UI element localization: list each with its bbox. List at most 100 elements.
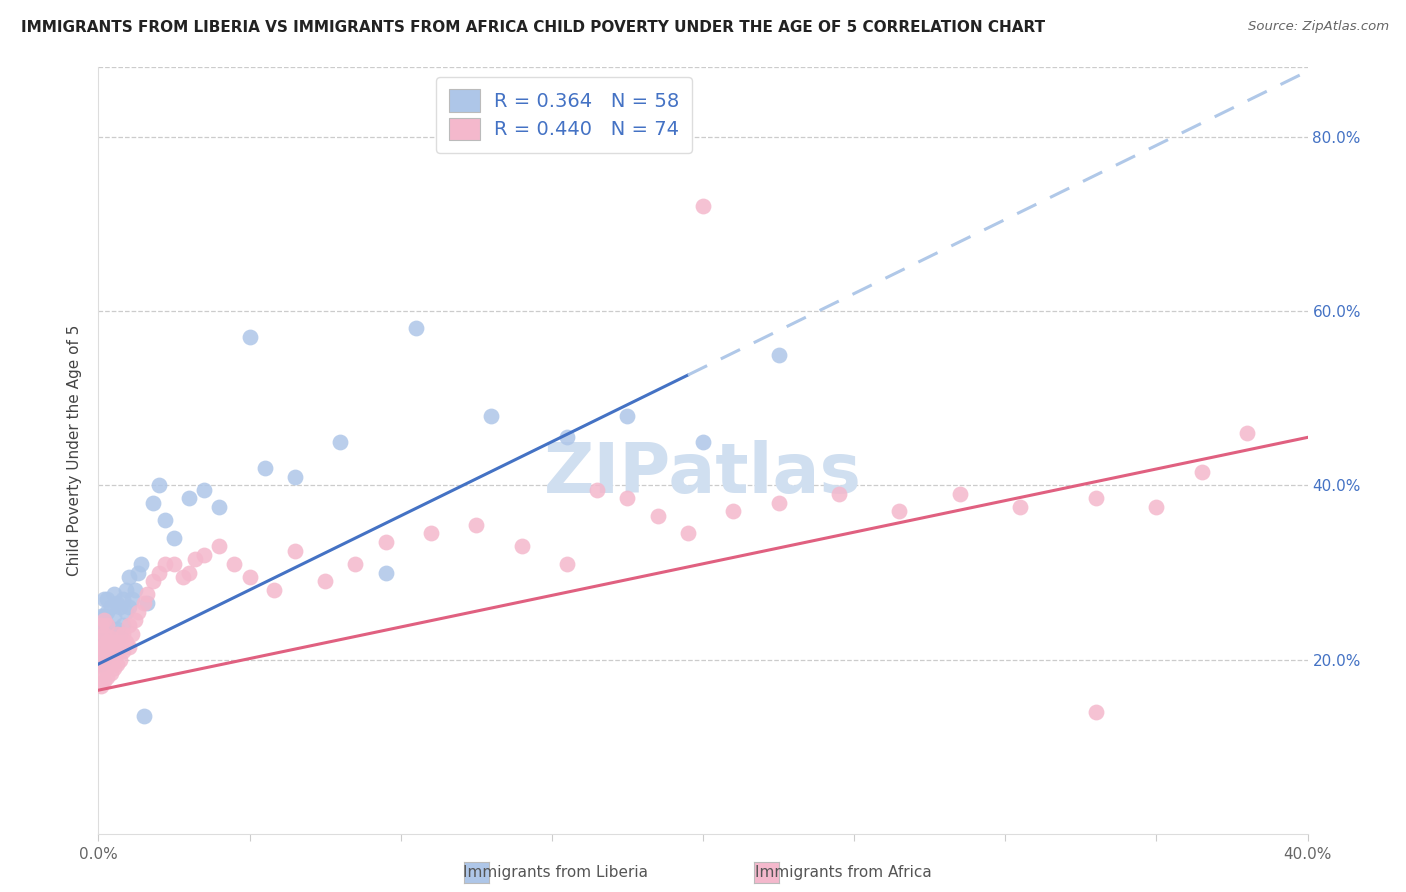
Point — [90, 657, 112, 671]
Point — [692, 199, 714, 213]
Point — [93, 622, 115, 636]
Point — [96, 657, 118, 671]
Point — [108, 653, 131, 667]
Point — [96, 670, 118, 684]
Point — [224, 557, 246, 571]
Point — [121, 591, 143, 606]
Point — [135, 596, 157, 610]
Point — [93, 640, 115, 654]
Point — [616, 409, 638, 423]
Point — [114, 635, 136, 649]
Point — [114, 582, 136, 597]
Point — [118, 600, 141, 615]
Point — [90, 631, 112, 645]
Point — [105, 622, 128, 636]
Point — [179, 491, 201, 506]
Point — [121, 626, 143, 640]
Point — [193, 548, 215, 562]
Point — [96, 591, 118, 606]
Point — [105, 626, 128, 640]
Point — [111, 644, 134, 658]
Point — [329, 434, 352, 449]
Point — [253, 461, 276, 475]
Point — [284, 543, 307, 558]
Point — [135, 587, 157, 601]
Point — [100, 600, 122, 615]
Point — [153, 513, 176, 527]
Point — [111, 626, 134, 640]
Point — [118, 617, 141, 632]
Point — [90, 635, 112, 649]
Point — [768, 347, 790, 362]
Text: Source: ZipAtlas.com: Source: ZipAtlas.com — [1249, 20, 1389, 33]
Point — [555, 557, 578, 571]
Point — [889, 504, 911, 518]
Point — [90, 679, 112, 693]
Point — [1085, 491, 1108, 506]
Point — [93, 614, 115, 628]
Point — [100, 631, 122, 645]
Point — [193, 483, 215, 497]
Point — [111, 617, 134, 632]
Point — [103, 640, 125, 654]
Point — [96, 648, 118, 663]
Point — [90, 609, 112, 624]
Point — [172, 570, 194, 584]
Point — [127, 566, 149, 580]
Point — [111, 591, 134, 606]
Point — [96, 635, 118, 649]
Point — [284, 469, 307, 483]
Point — [93, 640, 115, 654]
Point — [184, 552, 207, 566]
Point — [676, 526, 699, 541]
Point — [132, 596, 155, 610]
Point — [118, 570, 141, 584]
Y-axis label: Child Poverty Under the Age of 5: Child Poverty Under the Age of 5 — [67, 325, 83, 576]
Point — [108, 600, 131, 615]
Point — [90, 626, 112, 640]
Text: Immigrants from Liberia: Immigrants from Liberia — [463, 865, 648, 880]
Point — [163, 531, 186, 545]
Point — [374, 566, 396, 580]
Point — [1236, 425, 1258, 440]
Point — [692, 434, 714, 449]
Point — [103, 587, 125, 601]
Point — [93, 661, 115, 675]
Point — [108, 635, 131, 649]
Point — [93, 591, 115, 606]
Point — [129, 557, 152, 571]
Point — [132, 709, 155, 723]
Point — [100, 665, 122, 680]
Point — [142, 574, 165, 589]
Point — [465, 517, 488, 532]
Point — [208, 539, 231, 553]
Point — [100, 653, 122, 667]
Point — [263, 582, 285, 597]
Point — [148, 566, 170, 580]
Point — [93, 648, 115, 663]
Point — [179, 566, 201, 580]
Point — [90, 617, 112, 632]
Point — [1010, 500, 1032, 515]
Point — [90, 640, 112, 654]
Point — [93, 631, 115, 645]
Point — [124, 582, 146, 597]
Point — [374, 535, 396, 549]
Point — [100, 640, 122, 654]
Point — [723, 504, 745, 518]
Point — [344, 557, 367, 571]
Point — [127, 605, 149, 619]
Legend: R = 0.364   N = 58, R = 0.440   N = 74: R = 0.364 N = 58, R = 0.440 N = 74 — [436, 77, 692, 153]
Point — [93, 626, 115, 640]
Point — [105, 657, 128, 671]
Point — [555, 430, 578, 444]
Point — [105, 635, 128, 649]
Point — [103, 661, 125, 675]
Point — [96, 617, 118, 632]
Point — [647, 508, 669, 523]
Point — [124, 614, 146, 628]
Text: IMMIGRANTS FROM LIBERIA VS IMMIGRANTS FROM AFRICA CHILD POVERTY UNDER THE AGE OF: IMMIGRANTS FROM LIBERIA VS IMMIGRANTS FR… — [21, 20, 1045, 35]
Point — [96, 617, 118, 632]
Point — [96, 644, 118, 658]
Point — [90, 653, 112, 667]
